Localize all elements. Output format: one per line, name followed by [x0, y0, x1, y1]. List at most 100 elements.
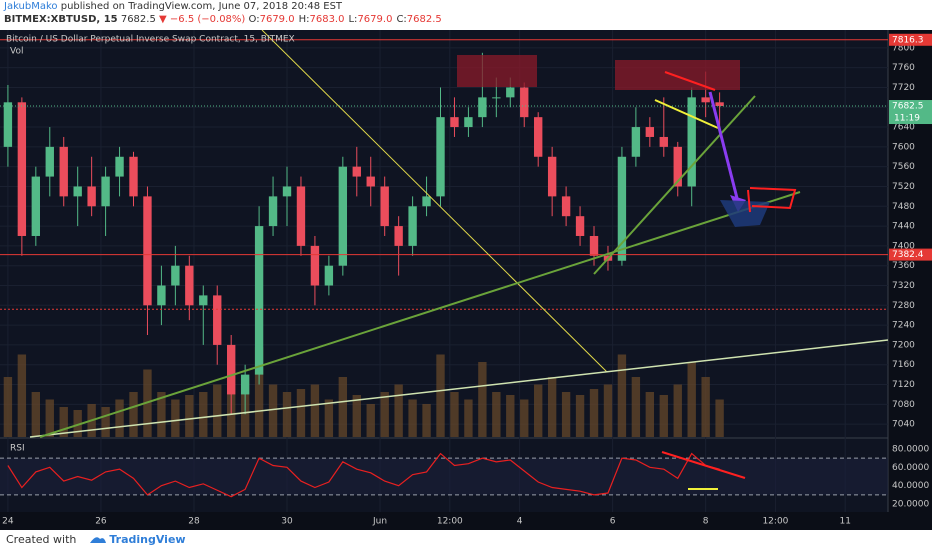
price-label-box	[889, 33, 932, 46]
candle-body	[240, 374, 250, 395]
header: JakubMako published on TradingView.com, …	[4, 0, 928, 30]
candle-body	[617, 156, 627, 261]
x-tick-label: 8	[703, 517, 709, 527]
volume-bar	[506, 395, 515, 437]
candle-body	[547, 156, 557, 197]
candle-body	[422, 196, 431, 207]
volume-bar	[324, 399, 334, 437]
resistance-zone	[457, 55, 537, 87]
ohlc-key: H:	[298, 14, 310, 25]
volume-bar	[394, 384, 403, 437]
candle-body	[561, 196, 571, 217]
trendline	[39, 191, 801, 438]
volume-bar	[534, 384, 543, 437]
created-with: Created with	[6, 533, 77, 546]
last-price-label: 7682.5	[892, 102, 924, 112]
price-label-box	[889, 248, 932, 261]
header-line-2: BITMEX:XBTUSD, 15 7682.5 ▼ −6.5 (−0.08%)…	[4, 13, 928, 26]
change: −6.5 (−0.08%)	[169, 14, 246, 25]
x-tick-label: 4	[517, 517, 523, 527]
volume-bar	[59, 407, 68, 437]
candle-body	[645, 127, 655, 137]
candle-body	[185, 265, 194, 306]
volume-bar	[213, 384, 222, 437]
candle-body	[701, 97, 710, 103]
volume-bar	[101, 407, 110, 437]
volume-bar	[199, 392, 208, 437]
last-price-box	[889, 100, 932, 125]
volume-bar	[366, 404, 375, 437]
volume-bar	[171, 399, 180, 437]
volume-bar	[631, 377, 641, 437]
volume-bar	[450, 392, 459, 437]
ohlc-key: L:	[348, 14, 358, 25]
volume-bar	[157, 392, 166, 437]
logo	[89, 537, 106, 543]
volume-bar	[422, 404, 431, 437]
plot-background	[0, 30, 888, 512]
price-label: 7382.4	[892, 250, 924, 260]
y-tick-label: 7080	[892, 400, 915, 410]
candle-body	[575, 216, 585, 236]
published: published on TradingView.com, June 07, 2…	[60, 1, 343, 12]
volume-bar	[478, 362, 487, 437]
marks	[0, 39, 888, 498]
candle-body	[87, 186, 96, 207]
volume-bar	[129, 392, 138, 437]
x-tick-label: 28	[188, 517, 200, 527]
y-tick-label: 7160	[892, 360, 915, 370]
candle-body	[227, 344, 236, 395]
candle-body	[268, 196, 278, 227]
volume-bar	[268, 384, 278, 437]
candle-body	[450, 117, 459, 128]
volume-bar	[408, 399, 417, 437]
volume-bar	[589, 389, 599, 437]
candle-body	[17, 102, 27, 236]
last: 7682.5	[120, 14, 156, 25]
candle-body	[45, 146, 54, 177]
volume-bar	[282, 392, 292, 437]
candle-body	[673, 146, 682, 187]
volume-bar	[603, 384, 613, 437]
rsi-line	[7, 452, 720, 498]
volume-bar	[73, 410, 82, 437]
y-tick-label: 7640	[892, 123, 915, 133]
x-tick-label: 26	[95, 517, 107, 527]
volume-label: Vol	[10, 47, 23, 57]
candle-body	[436, 117, 445, 197]
volume-bar	[673, 384, 682, 437]
candle-body	[73, 186, 82, 197]
y-tick-label: 7360	[892, 261, 915, 271]
y-tick-label: 80.0000	[892, 444, 929, 454]
trendline	[29, 339, 889, 438]
candle-body	[394, 226, 403, 246]
volume-bar	[338, 377, 348, 437]
y-tick-label: 7520	[892, 182, 915, 192]
candle-body	[143, 196, 152, 306]
brand[interactable]: TradingView	[109, 533, 186, 546]
candle-body	[506, 87, 515, 98]
candle-body	[492, 97, 501, 99]
volume-bar	[185, 395, 194, 437]
candle-body	[631, 127, 641, 157]
candle-body	[254, 226, 264, 375]
header-line-1: JakubMako published on TradingView.com, …	[4, 0, 928, 13]
candle-body	[31, 176, 41, 236]
y-tick-label: 7040	[892, 420, 915, 430]
volume-bar	[352, 395, 361, 437]
volume-bar	[17, 354, 27, 437]
candle-body	[380, 186, 389, 227]
y-tick-label: 7200	[892, 340, 915, 350]
flag	[747, 187, 797, 213]
y-tick-label: 7280	[892, 301, 915, 311]
candle-body	[157, 285, 166, 306]
x-tick-label: 12:00	[762, 517, 788, 527]
volume-bar	[3, 377, 13, 437]
rsi-band	[0, 458, 888, 495]
author[interactable]: JakubMako	[4, 1, 58, 12]
ohlc-value: 7679.0	[259, 14, 295, 25]
candle-body	[520, 87, 529, 118]
volume-bar	[115, 399, 124, 437]
trendline	[593, 95, 756, 275]
candle-body	[171, 265, 180, 286]
